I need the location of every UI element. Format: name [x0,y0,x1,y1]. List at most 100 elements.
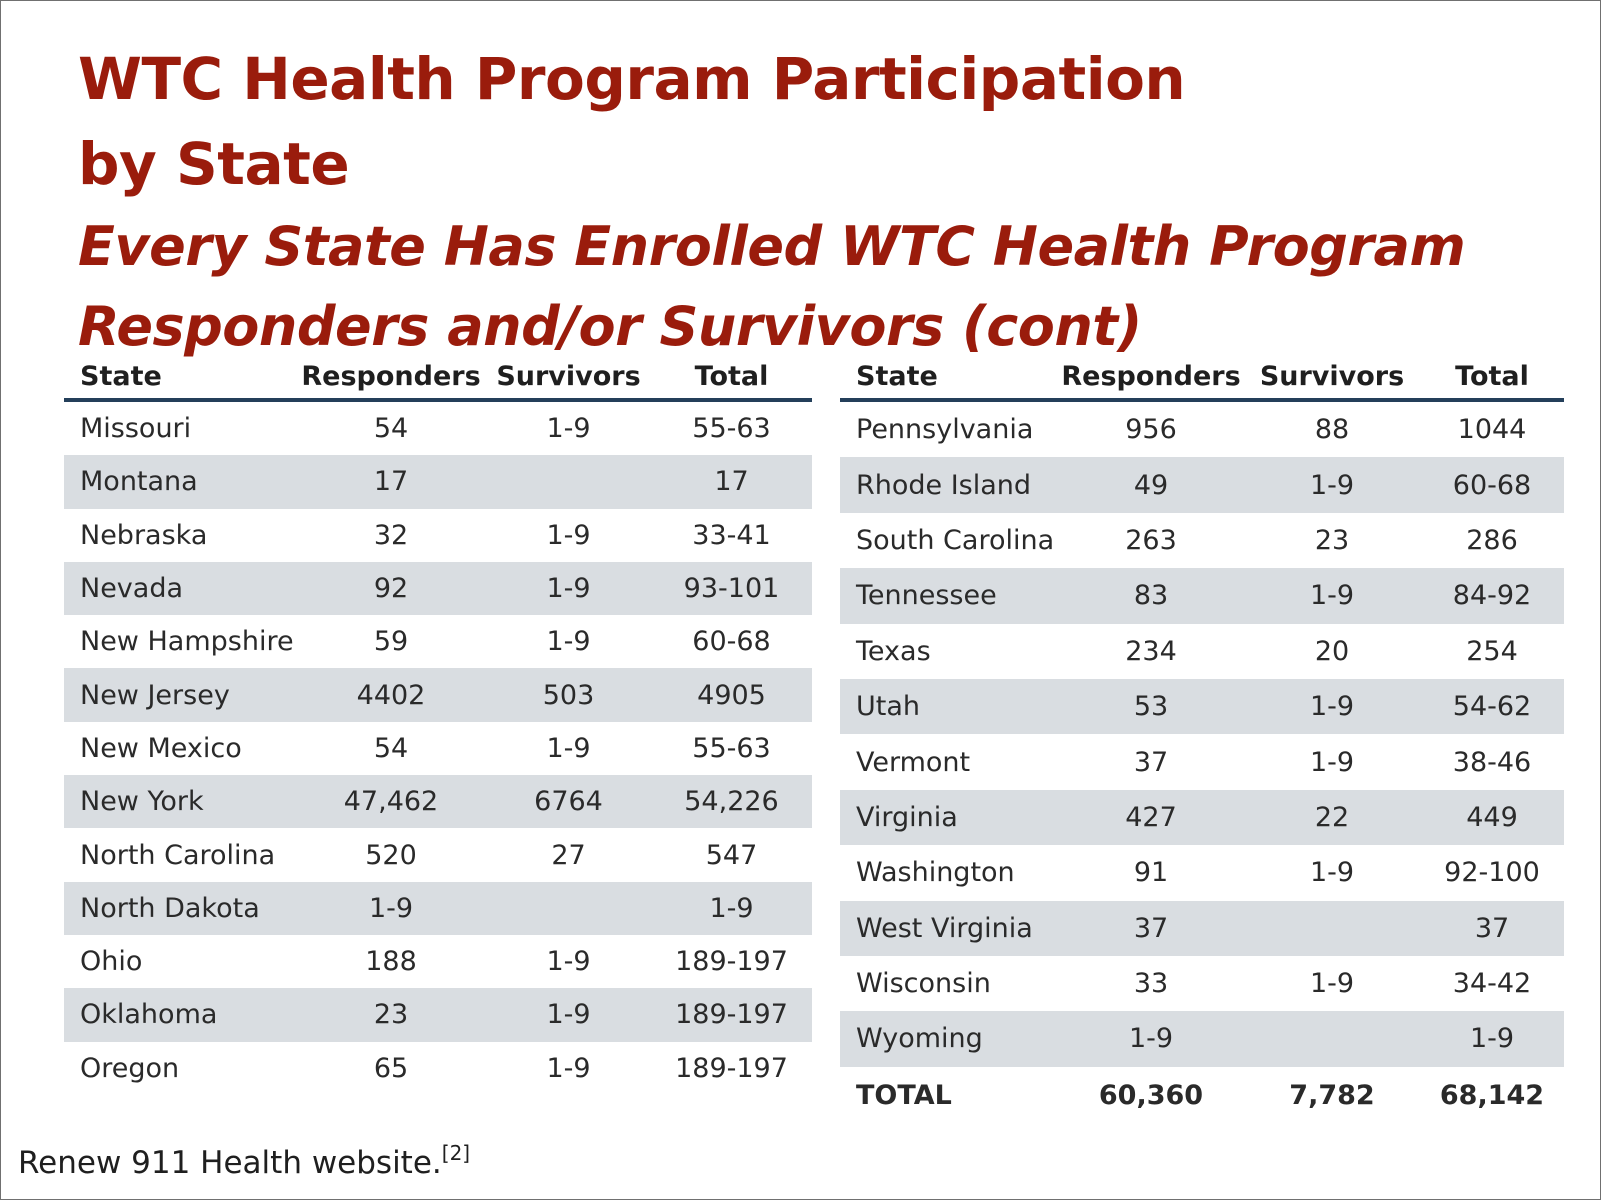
cell-survivors [1244,1011,1420,1067]
column-header-total: Total [651,350,812,402]
table-row: Pennsylvania 956 88 1044 [840,400,1564,457]
cell-total: 55-63 [692,413,771,445]
cell-total: 17 [651,455,812,509]
source-footnote: Renew 911 Health website.[2] [18,1141,470,1181]
cell-survivors: 6764 [486,775,651,829]
cell-total: 449 [1420,789,1564,846]
cell-total: 1-9 [651,881,812,935]
cell-state: Wyoming [840,1011,1058,1067]
slide-subtitle-line-2: Responders and/or Survivors (cont) [78,295,1142,358]
column-header-total: Total [1420,350,1564,402]
cell-total: 38-46 [1452,746,1532,778]
cell-responders: 54 [373,732,409,764]
cell-state: Nebraska [80,519,208,551]
total-label: TOTAL [840,1066,1058,1125]
cell-responders: 427 [1058,789,1244,846]
cell-responders: 54 [373,413,409,445]
cell-state: Washington [856,857,1015,889]
slide-title-line-1: WTC Health Program Participation [78,45,1186,113]
cell-survivors: 1-9 [1244,568,1420,624]
cell-total: 254 [1466,635,1518,667]
table-row: New Hampshire 59 1-9 60-68 [64,615,812,668]
table-row: New Jersey 4402 503 4905 [64,668,812,722]
table-row: West Virginia 37 37 [840,900,1564,956]
cell-total: 547 [705,839,758,871]
cell-responders: 37 [1058,900,1244,956]
cell-state: West Virginia [840,900,1058,956]
footnote-text: Renew 911 Health website. [18,1145,442,1181]
cell-state: South Carolina [856,524,1055,556]
cell-state: Wisconsin [856,968,991,1000]
cell-survivors: 22 [1244,789,1420,846]
table-row: Wisconsin 33 1-9 34-42 [840,956,1564,1011]
column-header-state: State [840,350,1058,402]
cell-survivors: 1-9 [1244,457,1420,513]
table-row: Missouri 54 1-9 55-63 [64,400,812,455]
cell-responders: 33 [1133,968,1169,1000]
slide-title-line-2: by State [78,130,350,198]
cell-survivors [486,881,651,935]
table-row: North Dakota 1-9 1-9 [64,881,812,935]
cell-responders: 91 [1133,857,1169,889]
cell-state: Vermont [856,746,971,778]
table-row: Rhode Island 49 1-9 60-68 [840,457,1564,513]
table-row: Ohio 188 1-9 189-197 [64,935,812,988]
cell-total: 84-92 [1420,568,1564,624]
cell-responders: 4402 [296,668,486,722]
cell-responders: 53 [1058,678,1244,735]
cell-state: New Jersey [64,668,296,722]
cell-state: Montana [64,455,296,509]
table-row: Vermont 37 1-9 38-46 [840,734,1564,789]
cell-survivors: 20 [1314,635,1350,667]
cell-total: 37 [1420,900,1564,956]
table-row: New Mexico 54 1-9 55-63 [64,722,812,775]
cell-responders: 49 [1058,457,1244,513]
cell-responders: 520 [365,839,417,871]
cell-state: Virginia [840,789,1058,846]
cell-survivors [1244,900,1420,956]
cell-responders: 956 [1125,414,1177,446]
cell-state: North Dakota [64,881,296,935]
cell-state: Oregon [80,1052,180,1084]
table-row: Nebraska 32 1-9 33-41 [64,509,812,562]
cell-state: Utah [840,678,1058,735]
cell-survivors: 503 [486,668,651,722]
cell-responders: 188 [365,946,417,978]
cell-total: 93-101 [651,561,812,616]
cell-survivors: 1-9 [1309,746,1355,778]
cell-total: 54,226 [651,775,812,829]
cell-responders: 65 [373,1052,409,1084]
cell-responders: 1-9 [296,881,486,935]
table-row: Virginia 427 22 449 [840,789,1564,846]
cell-survivors: 1-9 [546,732,591,764]
table-row: Tennessee 83 1-9 84-92 [840,568,1564,624]
table-row: Montana 17 17 [64,455,812,509]
column-header-survivors: Survivors [486,350,651,402]
cell-state: Nevada [64,561,296,616]
column-header-survivors: Survivors [1244,350,1420,402]
cell-total: 60-68 [692,626,771,658]
table-row: Washington 91 1-9 92-100 [840,845,1564,900]
table-header-row: State Responders Survivors Total [840,350,1564,402]
cell-survivors: 23 [1314,524,1350,556]
table-row: Texas 234 20 254 [840,624,1564,679]
cell-total: 189-197 [675,1052,788,1084]
cell-total: 55-63 [692,732,771,764]
cell-total: 60-68 [1420,457,1564,513]
cell-state: Texas [856,635,931,667]
cell-responders: 37 [1133,746,1169,778]
table-row: Oregon 65 1-9 189-197 [64,1042,812,1095]
cell-survivors: 1-9 [1244,678,1420,735]
table-header-row: State Responders Survivors Total [64,350,812,402]
table-row: Utah 53 1-9 54-62 [840,678,1564,735]
cell-total: 33-41 [692,519,771,551]
cell-survivors: 1-9 [1309,857,1355,889]
cell-total: 1044 [1457,414,1527,446]
cell-responders: 1-9 [1058,1011,1244,1067]
cell-total: 189-197 [675,946,788,978]
cell-total: 189-197 [651,988,812,1042]
cell-total: 1-9 [1420,1011,1564,1067]
cell-survivors: 1-9 [546,413,591,445]
table-row: Nevada 92 1-9 93-101 [64,561,812,616]
total-responders: 60,360 [1058,1066,1244,1125]
